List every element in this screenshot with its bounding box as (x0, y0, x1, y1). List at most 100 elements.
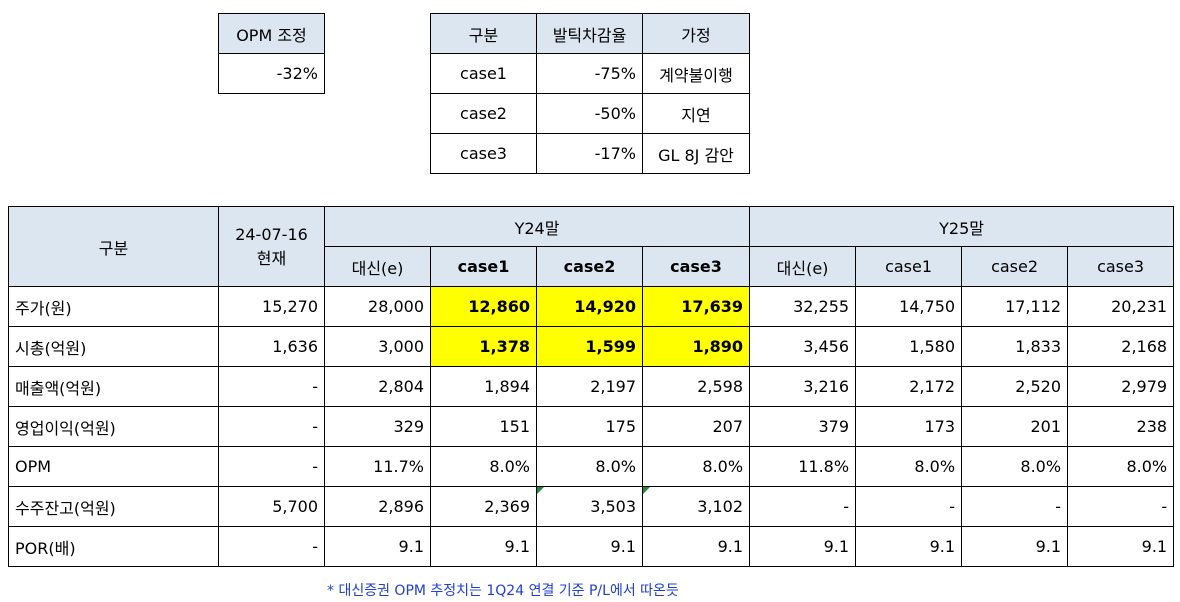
cell-y25-case1: 2,172 (855, 366, 963, 407)
cell-y25-daishin: - (749, 486, 857, 527)
cell-y24-case3: 8.0% (641, 446, 751, 487)
table-row: 매출액(억원) - 2,804 1,894 2,197 2,598 3,216 … (8, 366, 1175, 407)
cell-y24-case3: 1,890 (641, 326, 751, 367)
sub-header-daishin-y25: 대신(e) (749, 246, 857, 287)
cell-y25-daishin: 11.8% (749, 446, 857, 487)
cell-y25-case1: 8.0% (855, 446, 963, 487)
case-header-rate: 발틱차감율 (536, 13, 643, 54)
main-header-row-1: 구분 24-07-16 현재 Y24말 Y25말 (8, 206, 1175, 287)
table-row: 수주잔고(억원) 5,700 2,896 2,369 3,503 3,102 -… (8, 486, 1175, 527)
case-rate: -50% (536, 93, 643, 134)
row-label: 수주잔고(억원) (8, 486, 219, 527)
case-row: case1 -75% 계약불이행 (430, 53, 750, 94)
cell-y24-daishin: 28,000 (324, 286, 431, 327)
main-header-row-2: 대신(e) case1 case2 case3 대신(e) case1 case… (9, 246, 1175, 287)
cell-y25-daishin: 3,456 (749, 326, 857, 367)
cell-y25-case2: 8.0% (961, 446, 1069, 487)
row-label: 시총(억원) (8, 326, 219, 367)
main-header-date: 24-07-16 현재 (218, 206, 325, 287)
table-row: OPM - 11.7% 8.0% 8.0% 8.0% 11.8% 8.0% 8.… (8, 446, 1175, 487)
cell-current: - (218, 366, 325, 407)
cell-y24-case1: 9.1 (430, 526, 537, 567)
cell-y24-case2: 2,197 (536, 366, 643, 407)
cell-y25-case1: 173 (855, 406, 963, 447)
cell-y24-case3: 3,102 (641, 486, 751, 527)
sub-header-case1-y24: case1 (430, 246, 537, 287)
cell-y25-case3: 9.1 (1067, 526, 1175, 567)
cell-current: 5,700 (218, 486, 325, 527)
cell-y24-case2: 3,503 (536, 486, 643, 527)
cell-y24-case3: 207 (641, 406, 751, 447)
cell-y24-case2: 175 (536, 406, 643, 447)
cell-y24-case1: 1,894 (430, 366, 537, 407)
case-row: case3 -17% GL 8J 감안 (430, 133, 750, 174)
case-rate: -75% (536, 53, 643, 94)
row-label: 영업이익(억원) (8, 406, 219, 447)
case-assumption: 계약불이행 (642, 53, 750, 94)
cell-y25-case3: - (1067, 486, 1175, 527)
cell-y25-daishin: 32,255 (749, 286, 857, 327)
cell-y25-case3: 2,979 (1067, 366, 1175, 407)
table-row: 시총(억원) 1,636 3,000 1,378 1,599 1,890 3,4… (8, 326, 1175, 367)
cell-y25-case1: 1,580 (855, 326, 963, 367)
case-header-gubun: 구분 (430, 13, 537, 54)
cell-y25-daishin: 3,216 (749, 366, 857, 407)
cell-y25-case2: 2,520 (961, 366, 1069, 407)
case-assumption-table: 구분 발틱차감율 가정 case1 -75% 계약불이행 case2 -50% … (430, 13, 750, 174)
case-name: case3 (430, 133, 537, 174)
sub-header-case2-y25: case2 (961, 246, 1069, 287)
cell-y25-case2: 1,833 (961, 326, 1069, 367)
cell-y24-daishin: 2,804 (324, 366, 431, 407)
cell-y24-case3: 2,598 (641, 366, 751, 407)
cell-current: 15,270 (218, 286, 325, 327)
main-header-y24: Y24말 (323, 206, 751, 247)
row-label: OPM (8, 446, 219, 487)
sub-header-case3-y25: case3 (1067, 246, 1175, 287)
cell-y25-case2: 17,112 (961, 286, 1069, 327)
main-header-y25: Y25말 (749, 206, 1175, 247)
cell-y25-daishin: 379 (749, 406, 857, 447)
cell-y25-case2: 201 (961, 406, 1069, 447)
cell-y24-daishin: 3,000 (324, 326, 431, 367)
main-header-gubun: 구분 (8, 206, 219, 287)
case-header-assumption: 가정 (642, 13, 750, 54)
cell-y24-case1: 1,378 (430, 326, 537, 367)
cell-y24-case2: 14,920 (536, 286, 643, 327)
sub-header-case1-y25: case1 (855, 246, 963, 287)
valuation-table: 구분 24-07-16 현재 Y24말 Y25말 대신(e) case1 cas… (8, 206, 1175, 567)
opm-adjust-table: OPM 조정 -32% (218, 13, 325, 94)
cell-y25-case3: 8.0% (1067, 446, 1175, 487)
sub-header-case2-y24: case2 (536, 246, 643, 287)
row-label: POR(배) (8, 526, 219, 567)
footnote: * 대신증권 OPM 추정치는 1Q24 연결 기준 P/L에서 따온듯 (327, 583, 679, 599)
case-rate: -17% (536, 133, 643, 174)
table-row: 주가(원) 15,270 28,000 12,860 14,920 17,639… (8, 286, 1175, 327)
cell-y25-daishin: 9.1 (749, 526, 857, 567)
case-row: case2 -50% 지연 (430, 93, 750, 134)
cell-y25-case1: - (855, 486, 963, 527)
cell-y24-case1: 151 (430, 406, 537, 447)
case-name: case2 (430, 93, 537, 134)
cell-current: - (218, 446, 325, 487)
cell-y24-case1: 12,860 (430, 286, 537, 327)
cell-y25-case3: 238 (1067, 406, 1175, 447)
case-assumption: 지연 (642, 93, 750, 134)
cell-y24-case3: 9.1 (641, 526, 751, 567)
cell-y24-daishin: 2,896 (324, 486, 431, 527)
case-header-row: 구분 발틱차감율 가정 (430, 13, 750, 54)
opm-adjust-header: OPM 조정 (218, 13, 325, 54)
table-row: 영업이익(억원) - 329 151 175 207 379 173 201 2… (8, 406, 1175, 447)
row-label: 매출액(억원) (8, 366, 219, 407)
cell-y24-case2: 9.1 (536, 526, 643, 567)
cell-y24-case2: 1,599 (536, 326, 643, 367)
case-name: case1 (430, 53, 537, 94)
cell-y25-case1: 9.1 (855, 526, 963, 567)
cell-y25-case3: 20,231 (1067, 286, 1175, 327)
cell-y24-case1: 8.0% (430, 446, 537, 487)
case-assumption: GL 8J 감안 (642, 133, 750, 174)
cell-y25-case1: 14,750 (855, 286, 963, 327)
cell-y24-daishin: 9.1 (324, 526, 431, 567)
cell-y24-daishin: 329 (324, 406, 431, 447)
cell-y25-case3: 2,168 (1067, 326, 1175, 367)
cell-y24-case2: 8.0% (536, 446, 643, 487)
